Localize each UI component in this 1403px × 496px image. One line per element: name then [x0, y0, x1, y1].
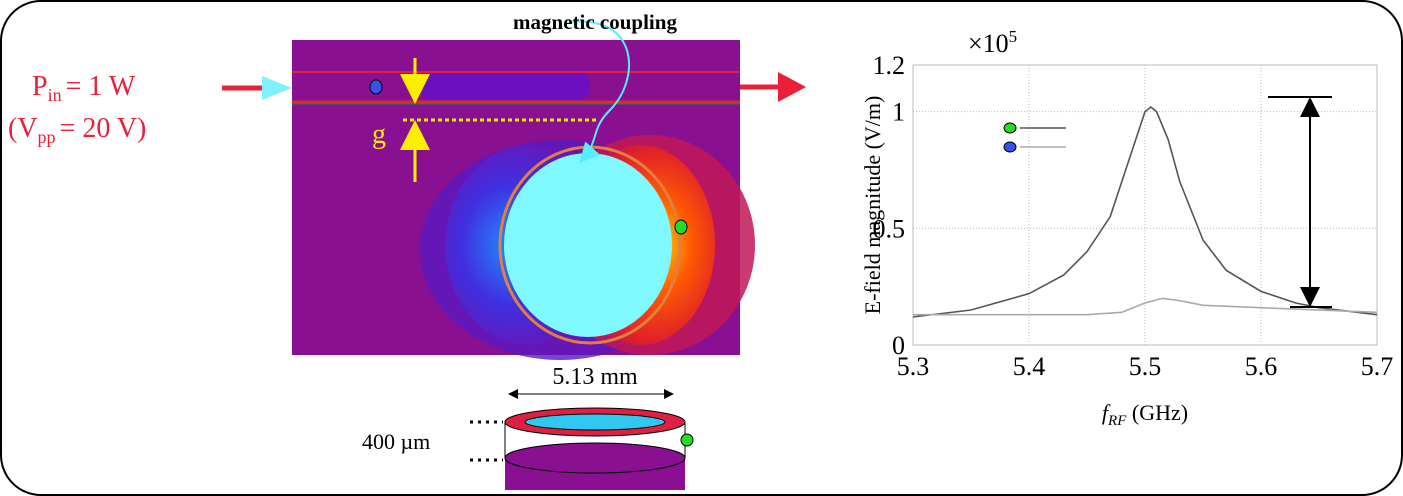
voltage-value: = 20 V) [60, 113, 147, 144]
y-axis-label: E-field magnitude (V/m) [860, 96, 885, 315]
voltage-label: (Vpp= 20 V) [8, 113, 146, 147]
y-tick-label: 1 [892, 98, 905, 127]
power-symbol: P [32, 71, 48, 102]
legend-marker [1004, 142, 1016, 152]
thickness-label: 400 µm [362, 429, 430, 454]
probe-marker [675, 220, 687, 234]
voltage-subscript: pp [38, 127, 56, 147]
coupling-zone [420, 72, 590, 100]
voltage-symbol: (V [8, 113, 38, 144]
gap-label: g [372, 119, 386, 150]
x-tick-label: 5.3 [897, 352, 930, 381]
disk-core [525, 414, 665, 430]
probe-marker [370, 80, 382, 94]
diameter-label: 5.13 mm [552, 364, 638, 390]
power-value: = 1 W [66, 71, 136, 102]
disk [504, 153, 672, 337]
simulation: g [292, 21, 755, 360]
figure: g magnetic coupling Pin= 1 W (Vpp= 20 V)… [0, 0, 1403, 496]
x-tick-label: 5.4 [1013, 352, 1046, 381]
y-tick-label: 0.5 [873, 214, 906, 243]
probe-marker [681, 434, 693, 446]
x-tick-label: 5.6 [1245, 352, 1278, 381]
power-subscript: in [48, 85, 62, 105]
x-tick-label: 5.5 [1129, 352, 1162, 381]
x-label-subscript: RF [1107, 413, 1127, 429]
cylinder-base [505, 443, 685, 473]
x-tick-label: 5.7 [1361, 352, 1394, 381]
legend-marker [1004, 123, 1016, 133]
coupling-label: magnetic coupling [513, 10, 677, 34]
multiplier-exponent: 5 [1009, 27, 1018, 46]
multiplier-base: ×10 [968, 29, 1009, 58]
x-label-unit: (GHz) [1126, 400, 1188, 425]
y-tick-label: 1.2 [873, 51, 906, 80]
